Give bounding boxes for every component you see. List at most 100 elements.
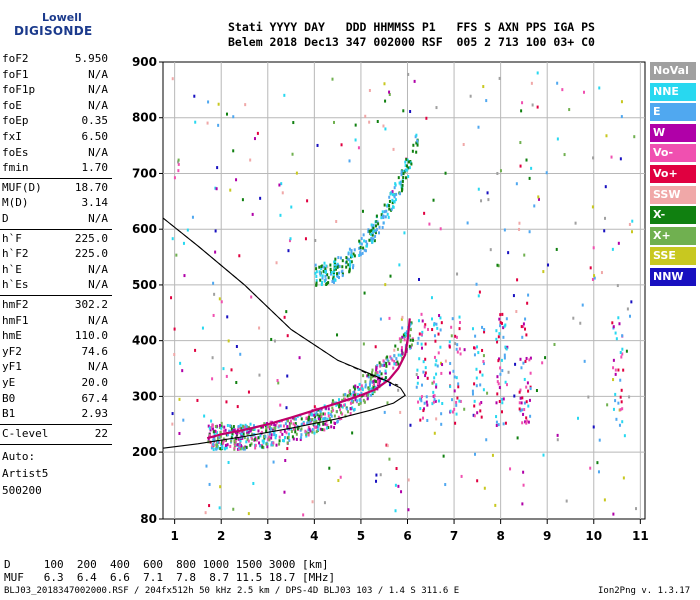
- echo-point: [341, 265, 344, 269]
- echo-point: [435, 385, 438, 389]
- echo-point: [311, 430, 314, 434]
- echo-point: [286, 441, 289, 445]
- param-name: foF2: [2, 52, 29, 65]
- echo-point: [247, 430, 250, 434]
- echo-point: [420, 333, 423, 337]
- echo-point: [353, 248, 356, 252]
- echo-point: [420, 342, 423, 346]
- echo-point: [178, 431, 181, 435]
- echo-point: [252, 481, 255, 485]
- param-value: 110.0: [74, 329, 108, 343]
- echo-point: [220, 440, 223, 444]
- echo-point: [255, 438, 258, 442]
- echo-point: [363, 393, 366, 397]
- echo-point: [370, 387, 373, 391]
- echo-point: [416, 139, 419, 143]
- echo-point: [375, 366, 378, 370]
- echo-point: [434, 363, 437, 367]
- echo-point: [359, 251, 362, 255]
- echo-point: [219, 434, 222, 438]
- echo-point: [383, 203, 386, 207]
- echo-point: [385, 443, 388, 447]
- echo-point: [376, 119, 379, 123]
- echo-point: [504, 421, 507, 425]
- echo-point: [370, 393, 373, 397]
- echo-point: [612, 378, 615, 382]
- echo-point: [384, 127, 387, 131]
- echo-point: [473, 346, 476, 350]
- echo-point: [265, 429, 268, 433]
- echo-point: [283, 315, 286, 319]
- echo-point: [344, 392, 347, 396]
- echo-point: [481, 348, 484, 352]
- echo-point: [300, 427, 303, 431]
- echo-point: [433, 376, 436, 380]
- echo-point: [374, 234, 377, 238]
- echo-point: [236, 443, 239, 447]
- echo-point: [335, 403, 338, 407]
- echo-point: [283, 429, 286, 433]
- echo-point: [272, 460, 275, 464]
- echo-point: [388, 90, 391, 94]
- echo-point: [392, 205, 395, 209]
- echo-point: [391, 193, 394, 197]
- echo-point: [527, 420, 530, 424]
- echo-point: [592, 156, 595, 160]
- echo-point: [527, 293, 530, 297]
- echo-point: [318, 270, 321, 274]
- panel-separator: [0, 228, 112, 230]
- echo-point: [320, 282, 323, 286]
- echo-point: [593, 276, 596, 280]
- echo-point: [292, 422, 295, 426]
- echo-point: [523, 377, 526, 381]
- echo-point: [230, 368, 233, 372]
- echo-point: [606, 403, 609, 407]
- param-name: h`E: [2, 262, 22, 276]
- echo-point: [376, 220, 379, 224]
- echo-point: [311, 500, 314, 504]
- echo-point: [526, 381, 529, 385]
- echo-point: [243, 425, 246, 429]
- echo-point: [472, 413, 475, 417]
- echo-point: [406, 158, 409, 162]
- echo-point: [526, 301, 529, 305]
- y-tick-label: 600: [132, 222, 157, 236]
- echo-point: [372, 385, 375, 389]
- echo-point: [330, 425, 333, 429]
- echo-point: [518, 221, 521, 225]
- echo-point: [215, 447, 218, 451]
- echo-point: [633, 135, 636, 139]
- plot-frame: [162, 61, 646, 520]
- echo-point: [415, 133, 418, 137]
- echo-point: [583, 359, 586, 363]
- echo-point: [314, 412, 317, 416]
- echo-point: [349, 412, 352, 416]
- echo-point: [435, 359, 438, 363]
- echo-point: [177, 158, 180, 162]
- echo-point: [363, 291, 366, 295]
- echo-point: [295, 171, 298, 175]
- echo-point: [407, 174, 410, 178]
- echo-point: [258, 326, 261, 330]
- echo-point: [405, 164, 408, 168]
- echo-point: [332, 400, 335, 404]
- echo-point: [320, 415, 323, 419]
- echo-point: [369, 380, 372, 384]
- echo-point: [400, 346, 403, 350]
- echo-point: [226, 443, 229, 447]
- echo-point: [412, 143, 415, 147]
- echo-point: [314, 415, 317, 419]
- echo-point: [457, 385, 460, 389]
- echo-point: [290, 205, 293, 209]
- echo-point: [502, 397, 505, 401]
- echo-point: [233, 428, 236, 432]
- echo-point: [253, 137, 256, 141]
- echo-point: [338, 271, 341, 275]
- echo-point: [186, 228, 189, 232]
- param-value: N/A: [88, 212, 108, 225]
- echo-point: [393, 195, 396, 199]
- echo-point: [389, 355, 392, 359]
- echo-point: [391, 201, 394, 205]
- echo-point: [219, 485, 222, 489]
- echo-point: [435, 417, 438, 421]
